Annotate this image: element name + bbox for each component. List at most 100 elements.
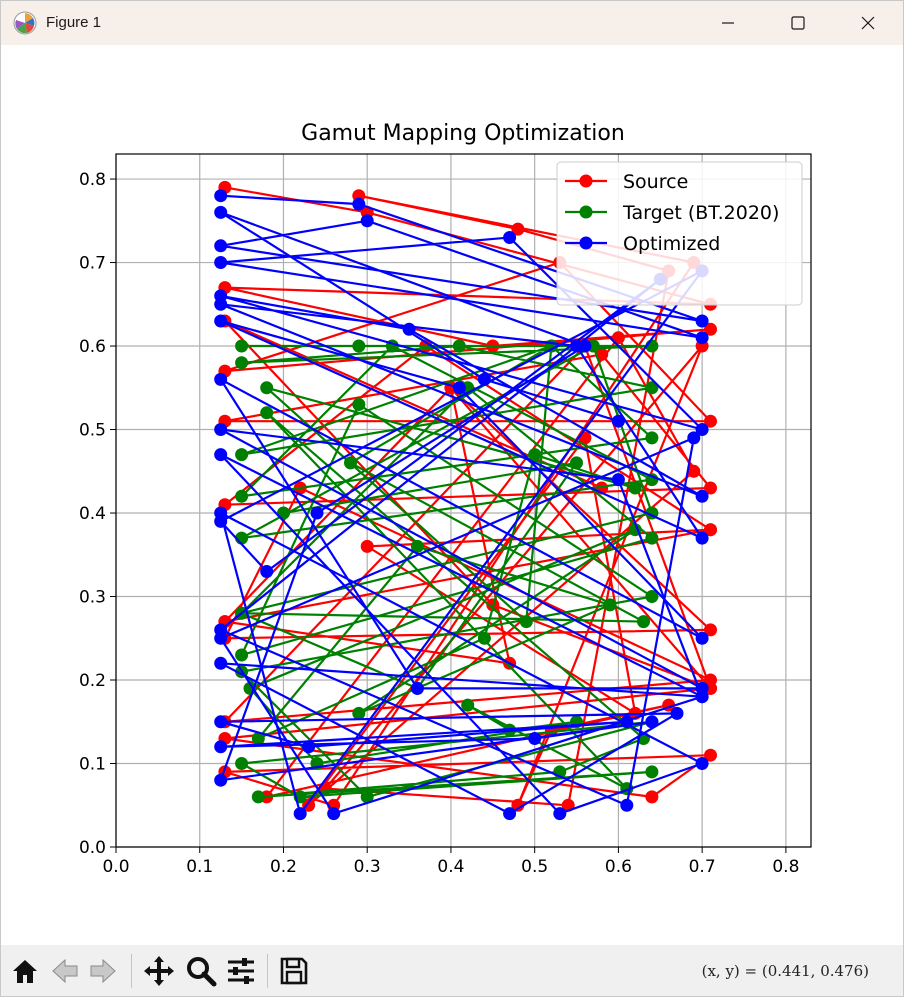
data-point [235, 339, 249, 353]
back-button[interactable] [47, 953, 83, 989]
data-point [687, 431, 701, 445]
configure-button[interactable] [223, 953, 259, 989]
zoom-button[interactable] [183, 953, 219, 989]
series-target-bt-2020 [235, 339, 659, 804]
pan-icon [144, 956, 174, 986]
x-tick-label: 0.5 [521, 857, 548, 877]
data-point [452, 381, 466, 395]
data-point [695, 331, 709, 345]
y-tick-label: 0.5 [79, 421, 106, 441]
series-line [219, 194, 704, 815]
data-point [645, 431, 659, 445]
data-point [603, 598, 617, 612]
minimize-button[interactable] [693, 1, 763, 45]
y-tick-label: 0.4 [79, 504, 106, 524]
data-point [578, 339, 592, 353]
data-point [620, 798, 634, 812]
minimize-icon [722, 22, 734, 24]
data-point [695, 314, 709, 328]
y-tick-label: 0.2 [79, 671, 106, 691]
x-tick-label: 0.8 [772, 857, 799, 877]
axes-frame [115, 153, 812, 848]
pan-button[interactable] [141, 953, 177, 989]
legend[interactable]: Source Target (BT.2020) Optimized [556, 161, 803, 306]
data-point [360, 214, 374, 228]
data-point [214, 372, 228, 386]
figure-canvas[interactable]: Gamut Mapping Optimization 0.0 0.1 0.2 0.3 0… [1, 45, 903, 945]
data-point [327, 807, 341, 821]
x-tick-label: 0.6 [605, 857, 632, 877]
data-point [704, 414, 717, 428]
title-bar[interactable]: Figure 1 [1, 1, 903, 45]
data-point [235, 448, 249, 462]
data-point [214, 205, 228, 219]
data-point [251, 732, 265, 745]
back-icon [52, 958, 78, 984]
data-point [360, 790, 374, 804]
data-point [452, 339, 466, 353]
forward-button[interactable] [85, 953, 121, 989]
data-point [553, 807, 567, 821]
data-point [628, 481, 642, 495]
data-point [704, 322, 717, 336]
close-button[interactable] [833, 1, 903, 45]
data-point [645, 531, 659, 545]
data-point [214, 189, 228, 203]
data-point [477, 372, 491, 386]
data-point [293, 807, 307, 821]
data-point [360, 539, 374, 553]
y-tick-label: 0.3 [79, 588, 106, 608]
data-point [352, 398, 366, 411]
home-button[interactable] [7, 953, 43, 989]
legend-marker [579, 205, 593, 219]
data-point [695, 631, 709, 645]
data-point [214, 656, 228, 670]
data-point [637, 615, 650, 629]
data-point [645, 790, 659, 804]
data-point [214, 715, 228, 729]
maximize-icon [791, 16, 805, 30]
data-point [528, 448, 542, 462]
x-tick-label: 0.3 [354, 857, 381, 877]
data-point [620, 715, 634, 729]
y-tick-label: 0.7 [79, 254, 106, 274]
data-point [570, 456, 583, 470]
data-point [704, 623, 717, 637]
data-point [302, 798, 316, 812]
data-point [511, 798, 525, 812]
data-point [611, 473, 625, 487]
data-point [235, 489, 249, 503]
maximize-button[interactable] [763, 1, 833, 45]
data-point [704, 748, 717, 762]
legend-marker [579, 236, 593, 250]
data-point [251, 790, 265, 804]
data-point [410, 681, 424, 695]
data-point [704, 481, 717, 495]
plot-series [214, 180, 717, 821]
x-tick-label: 0.4 [437, 857, 464, 877]
data-point [235, 757, 249, 770]
data-point [214, 448, 228, 462]
close-icon [861, 16, 875, 30]
forward-icon [90, 958, 116, 984]
legend-label: Optimized [623, 233, 720, 255]
data-point [235, 356, 249, 370]
toolbar-separator [267, 954, 268, 988]
data-point [352, 706, 366, 720]
data-point [645, 765, 659, 779]
data-point [260, 406, 274, 420]
toolbar-separator [131, 954, 132, 988]
data-point [352, 197, 366, 211]
save-button[interactable] [276, 953, 312, 989]
data-point [214, 514, 228, 528]
data-point [214, 314, 228, 328]
data-point [260, 381, 274, 395]
data-point [302, 740, 316, 754]
zoom-icon [187, 957, 217, 987]
data-point [214, 631, 228, 645]
data-point [503, 807, 517, 821]
data-point [695, 423, 709, 436]
data-point [402, 322, 416, 336]
data-point [704, 523, 717, 537]
